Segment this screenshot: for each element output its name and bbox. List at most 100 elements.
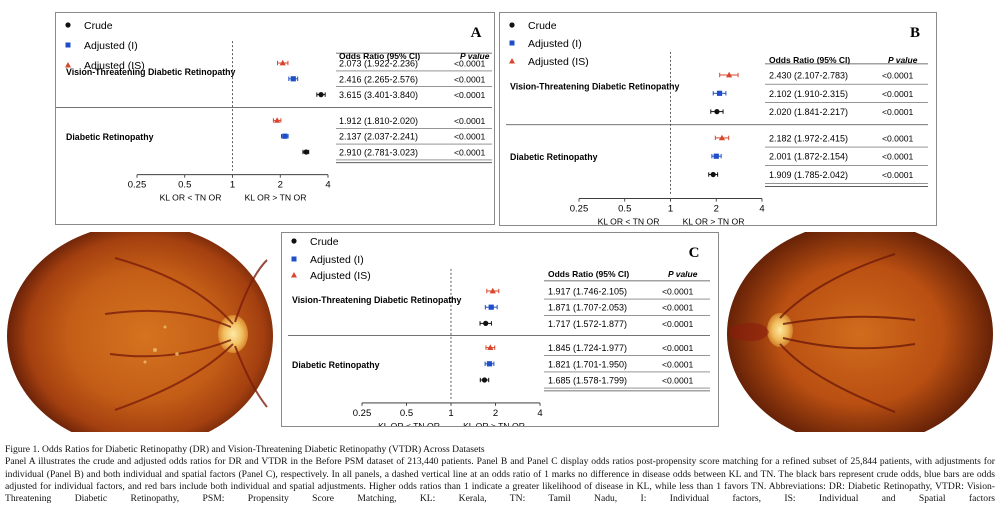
point-adjusted-i <box>282 133 288 139</box>
point-crude <box>481 377 488 383</box>
x-tick-label: 1 <box>230 180 235 191</box>
panel-letter: C <box>689 245 700 261</box>
x-tick-label: 1 <box>448 408 453 419</box>
or-value-text: 1.685 (1.578-1.799) <box>548 376 627 386</box>
point-adjusted-is <box>279 59 286 66</box>
caption-title: Figure 1. Odds Ratios for Diabetic Retin… <box>5 444 485 455</box>
or-value-text: 2.073 (1.922-2.236) <box>339 59 418 69</box>
or-value-text: 2.137 (2.037-2.241) <box>339 132 418 142</box>
group-label-vtdr-line1: Vision-Threatening Diabetic Retinopathy <box>66 67 236 77</box>
p-value-text: <0.0001 <box>454 132 486 142</box>
legend-label-adjusted_is: Adjusted (IS) <box>310 270 371 282</box>
p-value-text: <0.0001 <box>662 319 694 329</box>
or-value-text: 1.912 (1.810-2.020) <box>339 116 418 126</box>
group-label-vtdr-line1: Vision-Threatening Diabetic Retinopathy <box>292 295 462 305</box>
point-adjusted-is <box>726 71 733 78</box>
panel-letter: A <box>471 25 482 41</box>
or-value-text: 1.717 (1.572-1.877) <box>548 319 627 329</box>
legend-marker-adjusted-i <box>291 256 297 262</box>
header-odds-ratio: Odds Ratio (95% CI) <box>548 269 629 279</box>
x-tick-label: 2 <box>493 408 498 419</box>
or-value-text: 2.182 (1.972-2.415) <box>769 133 848 143</box>
x-tick-label: 0.5 <box>178 180 191 191</box>
p-value-text: <0.0001 <box>662 303 694 313</box>
x-label-right: KL OR > TN OR <box>463 421 525 426</box>
or-value-text: 1.821 (1.701-1.950) <box>548 359 627 369</box>
retina-photo-right <box>725 232 995 432</box>
or-value-text: 1.917 (1.746-2.105) <box>548 287 627 297</box>
legend-marker-crude <box>65 22 71 28</box>
forest-panel-c: C Crude Adjusted (I) Adjusted (IS) Odds Rati… <box>281 232 719 427</box>
legend-marker-adjusted-is <box>65 62 71 68</box>
header-p-value: P value <box>668 269 698 279</box>
legend-label-crude: Crude <box>528 20 557 32</box>
forest-plot-a: A Crude Adjusted (I) Adjusted (IS) Odds Rati… <box>56 20 492 203</box>
or-value-text: 2.020 (1.841-2.217) <box>769 107 848 117</box>
legend-marker-adjusted-is <box>509 58 515 64</box>
or-value-text: 2.001 (1.872-2.154) <box>769 152 848 162</box>
group-label-dr: Diabetic Retinopathy <box>510 152 598 162</box>
x-tick-label: 2 <box>714 204 719 215</box>
caption-body: Panel A illustrates the crude and adjust… <box>5 456 995 505</box>
group-label-dr: Diabetic Retinopathy <box>66 132 154 142</box>
point-adjusted-is <box>718 134 726 141</box>
p-value-text: <0.0001 <box>454 148 486 158</box>
legend-label-crude: Crude <box>84 20 113 32</box>
x-tick-label: 1 <box>668 204 673 215</box>
or-value-text: 3.615 (3.401-3.840) <box>339 90 418 100</box>
legend-label-adjusted_i: Adjusted (I) <box>528 38 582 50</box>
legend-marker-adjusted-is <box>291 272 297 278</box>
point-adjusted-i <box>290 76 296 82</box>
legend-label-crude: Crude <box>310 236 339 248</box>
legend-marker-adjusted-i <box>509 40 515 46</box>
p-value-text: <0.0001 <box>662 287 694 297</box>
point-crude <box>303 149 309 155</box>
x-tick-label: 4 <box>759 204 764 215</box>
forest-plot-c: C Crude Adjusted (I) Adjusted (IS) Odds Rati… <box>288 236 710 426</box>
x-tick-label: 0.5 <box>400 408 413 419</box>
forest-panel-a: A Crude Adjusted (I) Adjusted (IS) Odds Rati… <box>55 12 495 225</box>
point-crude <box>318 92 324 98</box>
group-label-dr: Diabetic Retinopathy <box>292 360 380 370</box>
header-p-value: P value <box>460 51 490 61</box>
legend-label-adjusted_i: Adjusted (I) <box>84 40 138 52</box>
point-crude <box>483 320 489 326</box>
or-value-text: 2.102 (1.910-2.315) <box>769 89 848 99</box>
fundus-image-right <box>725 232 995 432</box>
x-tick-label: 2 <box>278 180 283 191</box>
x-tick-label: 0.25 <box>128 180 147 191</box>
p-value-text: <0.0001 <box>454 90 486 100</box>
point-adjusted-is <box>487 344 494 350</box>
retina-photo-left <box>5 232 273 432</box>
legend-marker-adjusted-i <box>65 42 71 48</box>
p-value-text: <0.0001 <box>882 133 914 143</box>
p-value-text: <0.0001 <box>454 59 486 69</box>
header-odds-ratio: Odds Ratio (95% CI) <box>339 51 420 61</box>
p-value-text: <0.0001 <box>882 152 914 162</box>
x-tick-label: 0.25 <box>353 408 372 419</box>
p-value-text: <0.0001 <box>662 376 694 386</box>
x-tick-label: 0.25 <box>570 204 589 215</box>
p-value-text: <0.0001 <box>662 343 694 353</box>
p-value-text: <0.0001 <box>454 74 486 84</box>
p-value-text: <0.0001 <box>882 71 914 81</box>
legend-label-adjusted_is: Adjusted (IS) <box>528 56 589 68</box>
or-value-text: 2.910 (2.781-3.023) <box>339 148 418 158</box>
or-value-text: 1.871 (1.707-2.053) <box>548 303 627 313</box>
or-value-text: 1.845 (1.724-1.977) <box>548 343 627 353</box>
point-adjusted-is <box>274 117 281 123</box>
fundus-image-left <box>5 232 273 432</box>
legend-marker-crude <box>509 22 515 28</box>
x-label-left: KL OR < TN OR <box>378 421 440 426</box>
x-tick-label: 4 <box>537 408 542 419</box>
point-adjusted-i <box>713 153 719 159</box>
x-label-right: KL OR > TN OR <box>683 217 745 225</box>
or-value-text: 2.430 (2.107-2.783) <box>769 71 848 81</box>
header-p-value: P value <box>888 55 918 65</box>
p-value-text: <0.0001 <box>882 89 914 99</box>
x-tick-label: 4 <box>325 180 330 191</box>
panel-letter: B <box>910 25 920 41</box>
or-value-text: 2.416 (2.265-2.576) <box>339 74 418 84</box>
or-value-text: 1.909 (1.785-2.042) <box>769 170 848 180</box>
legend-label-adjusted_is: Adjusted (IS) <box>84 60 145 72</box>
